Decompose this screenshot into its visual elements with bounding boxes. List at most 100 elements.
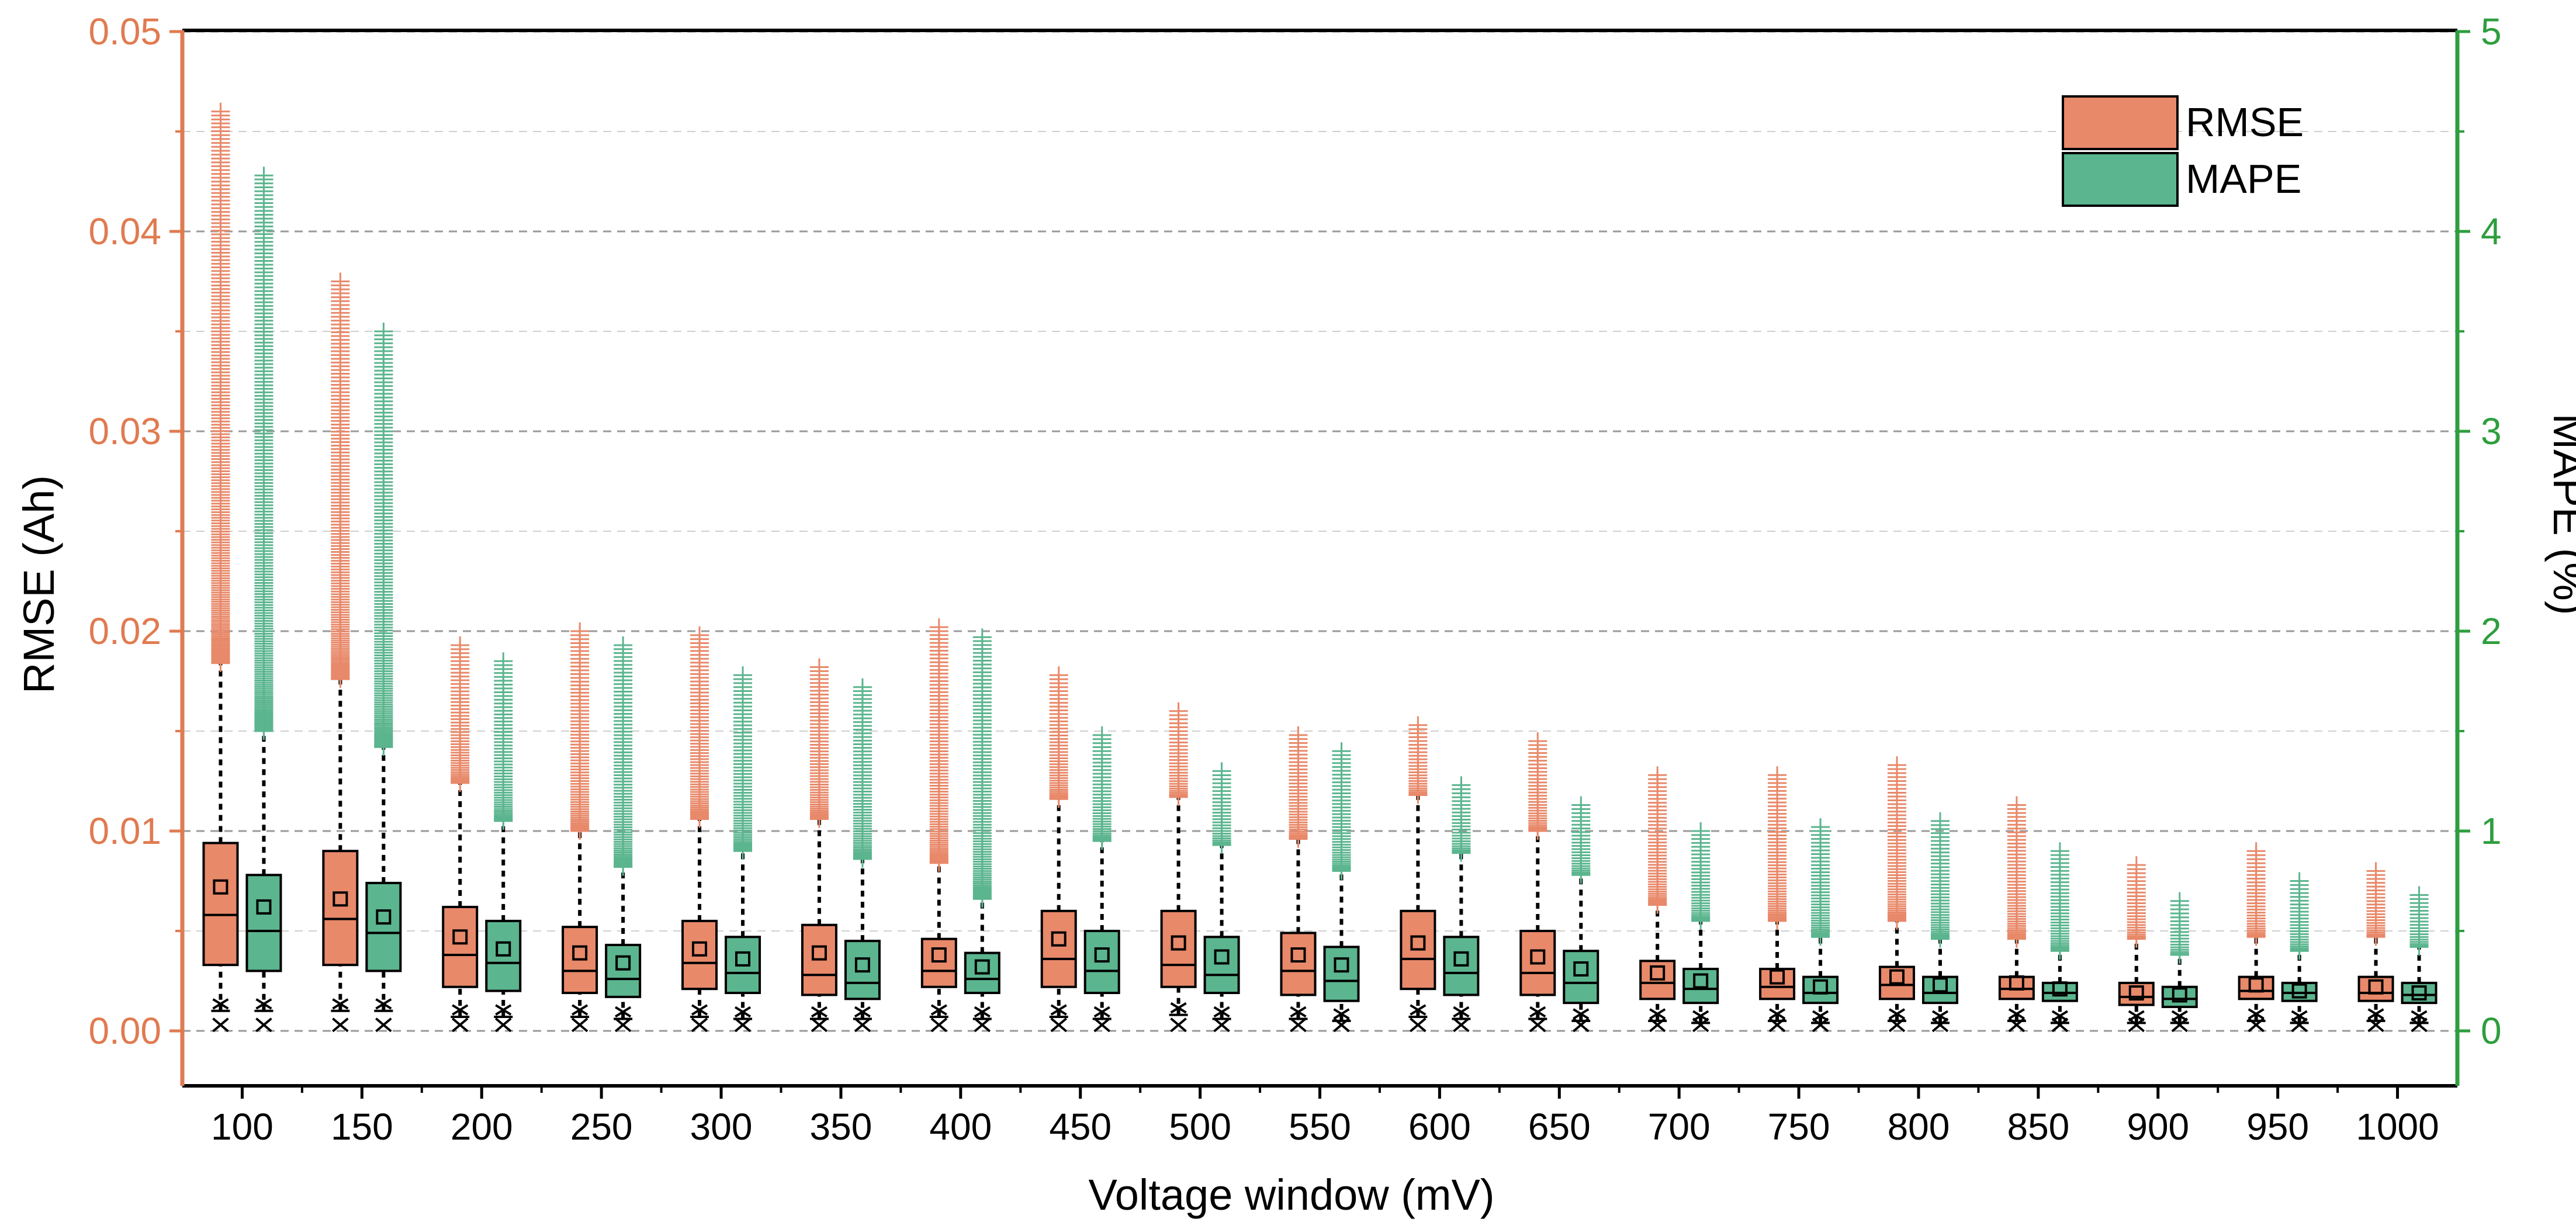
box-body xyxy=(1921,975,1958,1005)
box-rmse-750 xyxy=(1759,766,1796,1033)
mean-marker xyxy=(1334,957,1349,973)
min-marker xyxy=(614,1017,632,1033)
min-marker xyxy=(2008,1017,2026,1033)
outlier-markers xyxy=(2290,872,2309,960)
mean-marker xyxy=(1650,965,1666,981)
box-mape-900 xyxy=(2161,892,2198,1033)
x-tick-label: 400 xyxy=(929,1106,992,1148)
mean-marker xyxy=(333,891,348,907)
outlier-markers xyxy=(1887,756,1906,930)
box-rmse-200 xyxy=(442,636,479,1033)
min-marker xyxy=(1453,1017,1470,1033)
outlier-markers xyxy=(494,652,513,830)
box-mape-400 xyxy=(964,628,1000,1033)
x-tick-label: 850 xyxy=(2007,1106,2069,1148)
box-mape-1000 xyxy=(2401,886,2437,1033)
mean-marker xyxy=(2009,975,2024,991)
outlier-markers xyxy=(1289,726,1308,848)
legend-rmse-label: RMSE xyxy=(2186,99,2304,145)
box-mape-950 xyxy=(2281,872,2318,1033)
mean-marker xyxy=(2128,985,2144,1001)
legend: RMSE MAPE xyxy=(2062,95,2304,207)
box-rmse-850 xyxy=(1998,796,2035,1033)
min-marker xyxy=(255,1017,272,1033)
mean-marker xyxy=(615,955,631,971)
outlier-markers xyxy=(1768,766,1787,930)
mean-marker xyxy=(854,957,870,973)
outlier-markers xyxy=(1691,822,1711,930)
mean-marker xyxy=(1453,951,1469,967)
box-mape-550 xyxy=(1323,742,1360,1033)
min-marker xyxy=(494,1017,512,1033)
extreme-marker xyxy=(1649,1008,1666,1020)
mean-marker xyxy=(2368,979,2384,995)
mean-marker xyxy=(811,945,827,961)
box-body xyxy=(844,940,881,1000)
extreme-marker xyxy=(495,1004,512,1016)
box-mape-650 xyxy=(1563,796,1599,1033)
box-rmse-100 xyxy=(202,102,239,1033)
mean-marker xyxy=(1290,947,1306,963)
min-marker xyxy=(854,1017,871,1033)
box-rmse-900 xyxy=(2118,856,2155,1033)
extreme-marker xyxy=(734,1006,752,1018)
box-body xyxy=(920,937,957,988)
min-marker xyxy=(571,1017,588,1033)
min-marker xyxy=(2411,1017,2428,1033)
outlier-markers xyxy=(254,167,273,740)
x-tick-label: 300 xyxy=(690,1106,753,1148)
outlier-markers xyxy=(570,622,590,840)
mean-marker xyxy=(496,941,511,957)
mean-marker xyxy=(1410,935,1426,951)
outlier-markers xyxy=(733,666,753,860)
box-body xyxy=(1323,946,1360,1002)
min-marker xyxy=(1050,1017,1068,1033)
min-marker xyxy=(1931,1017,1949,1033)
outlier-markers xyxy=(2366,862,2385,946)
extreme-marker xyxy=(2008,1008,2025,1020)
box-mape-500 xyxy=(1203,762,1240,1033)
outlier-markers xyxy=(331,272,350,688)
min-marker xyxy=(1410,1017,1427,1033)
mean-marker xyxy=(1214,949,1230,965)
min-marker xyxy=(1888,1017,1906,1033)
min-marker xyxy=(1529,1017,1546,1033)
outlier-markers xyxy=(1049,666,1068,808)
y-right-tick-label: 2 xyxy=(2481,610,2502,652)
extreme-marker xyxy=(854,1006,871,1018)
box-body xyxy=(365,881,402,972)
extreme-marker xyxy=(2367,1008,2384,1020)
box-mape-600 xyxy=(1443,776,1480,1033)
min-marker xyxy=(2051,1017,2069,1033)
extreme-marker xyxy=(1410,1004,1427,1016)
outlier-markers xyxy=(929,618,948,872)
extreme-marker xyxy=(691,1004,708,1016)
legend-mape-label: MAPE xyxy=(2186,156,2301,202)
mean-marker xyxy=(572,945,588,961)
mean-marker xyxy=(1693,973,1709,989)
extreme-marker xyxy=(2248,1008,2265,1020)
x-axis-title: Voltage window (mV) xyxy=(1088,1171,1494,1219)
y-left-tick-label: 0.02 xyxy=(88,610,161,652)
mean-marker xyxy=(2291,983,2307,999)
y-axis-left-title: RMSE (Ah) xyxy=(15,475,63,694)
outlier-markers xyxy=(211,102,230,672)
extreme-marker xyxy=(1093,1006,1110,1018)
outlier-markers xyxy=(451,636,470,792)
axes: 0.00 0.01 0.02 0.03 0.04 0.05 0 1 2 3 4 5 100 150 200 2… xyxy=(88,11,2501,1148)
extreme-marker xyxy=(1290,1006,1307,1018)
extreme-marker xyxy=(2291,1010,2308,1022)
y-right-tick-label: 5 xyxy=(2481,11,2502,53)
x-tick-label: 150 xyxy=(331,1106,393,1148)
mean-marker xyxy=(931,947,947,963)
box-rmse-600 xyxy=(1400,716,1436,1033)
x-tick-label: 550 xyxy=(1289,1106,1351,1148)
box-rmse-950 xyxy=(2238,842,2274,1033)
x-tick-label: 600 xyxy=(1408,1106,1471,1148)
min-marker xyxy=(2248,1017,2265,1033)
y-left-tick-label: 0.05 xyxy=(88,11,161,53)
outlier-markers xyxy=(1930,812,1950,948)
x-tick-label: 950 xyxy=(2246,1106,2309,1148)
outlier-markers xyxy=(2246,842,2266,946)
min-marker xyxy=(2171,1017,2189,1033)
